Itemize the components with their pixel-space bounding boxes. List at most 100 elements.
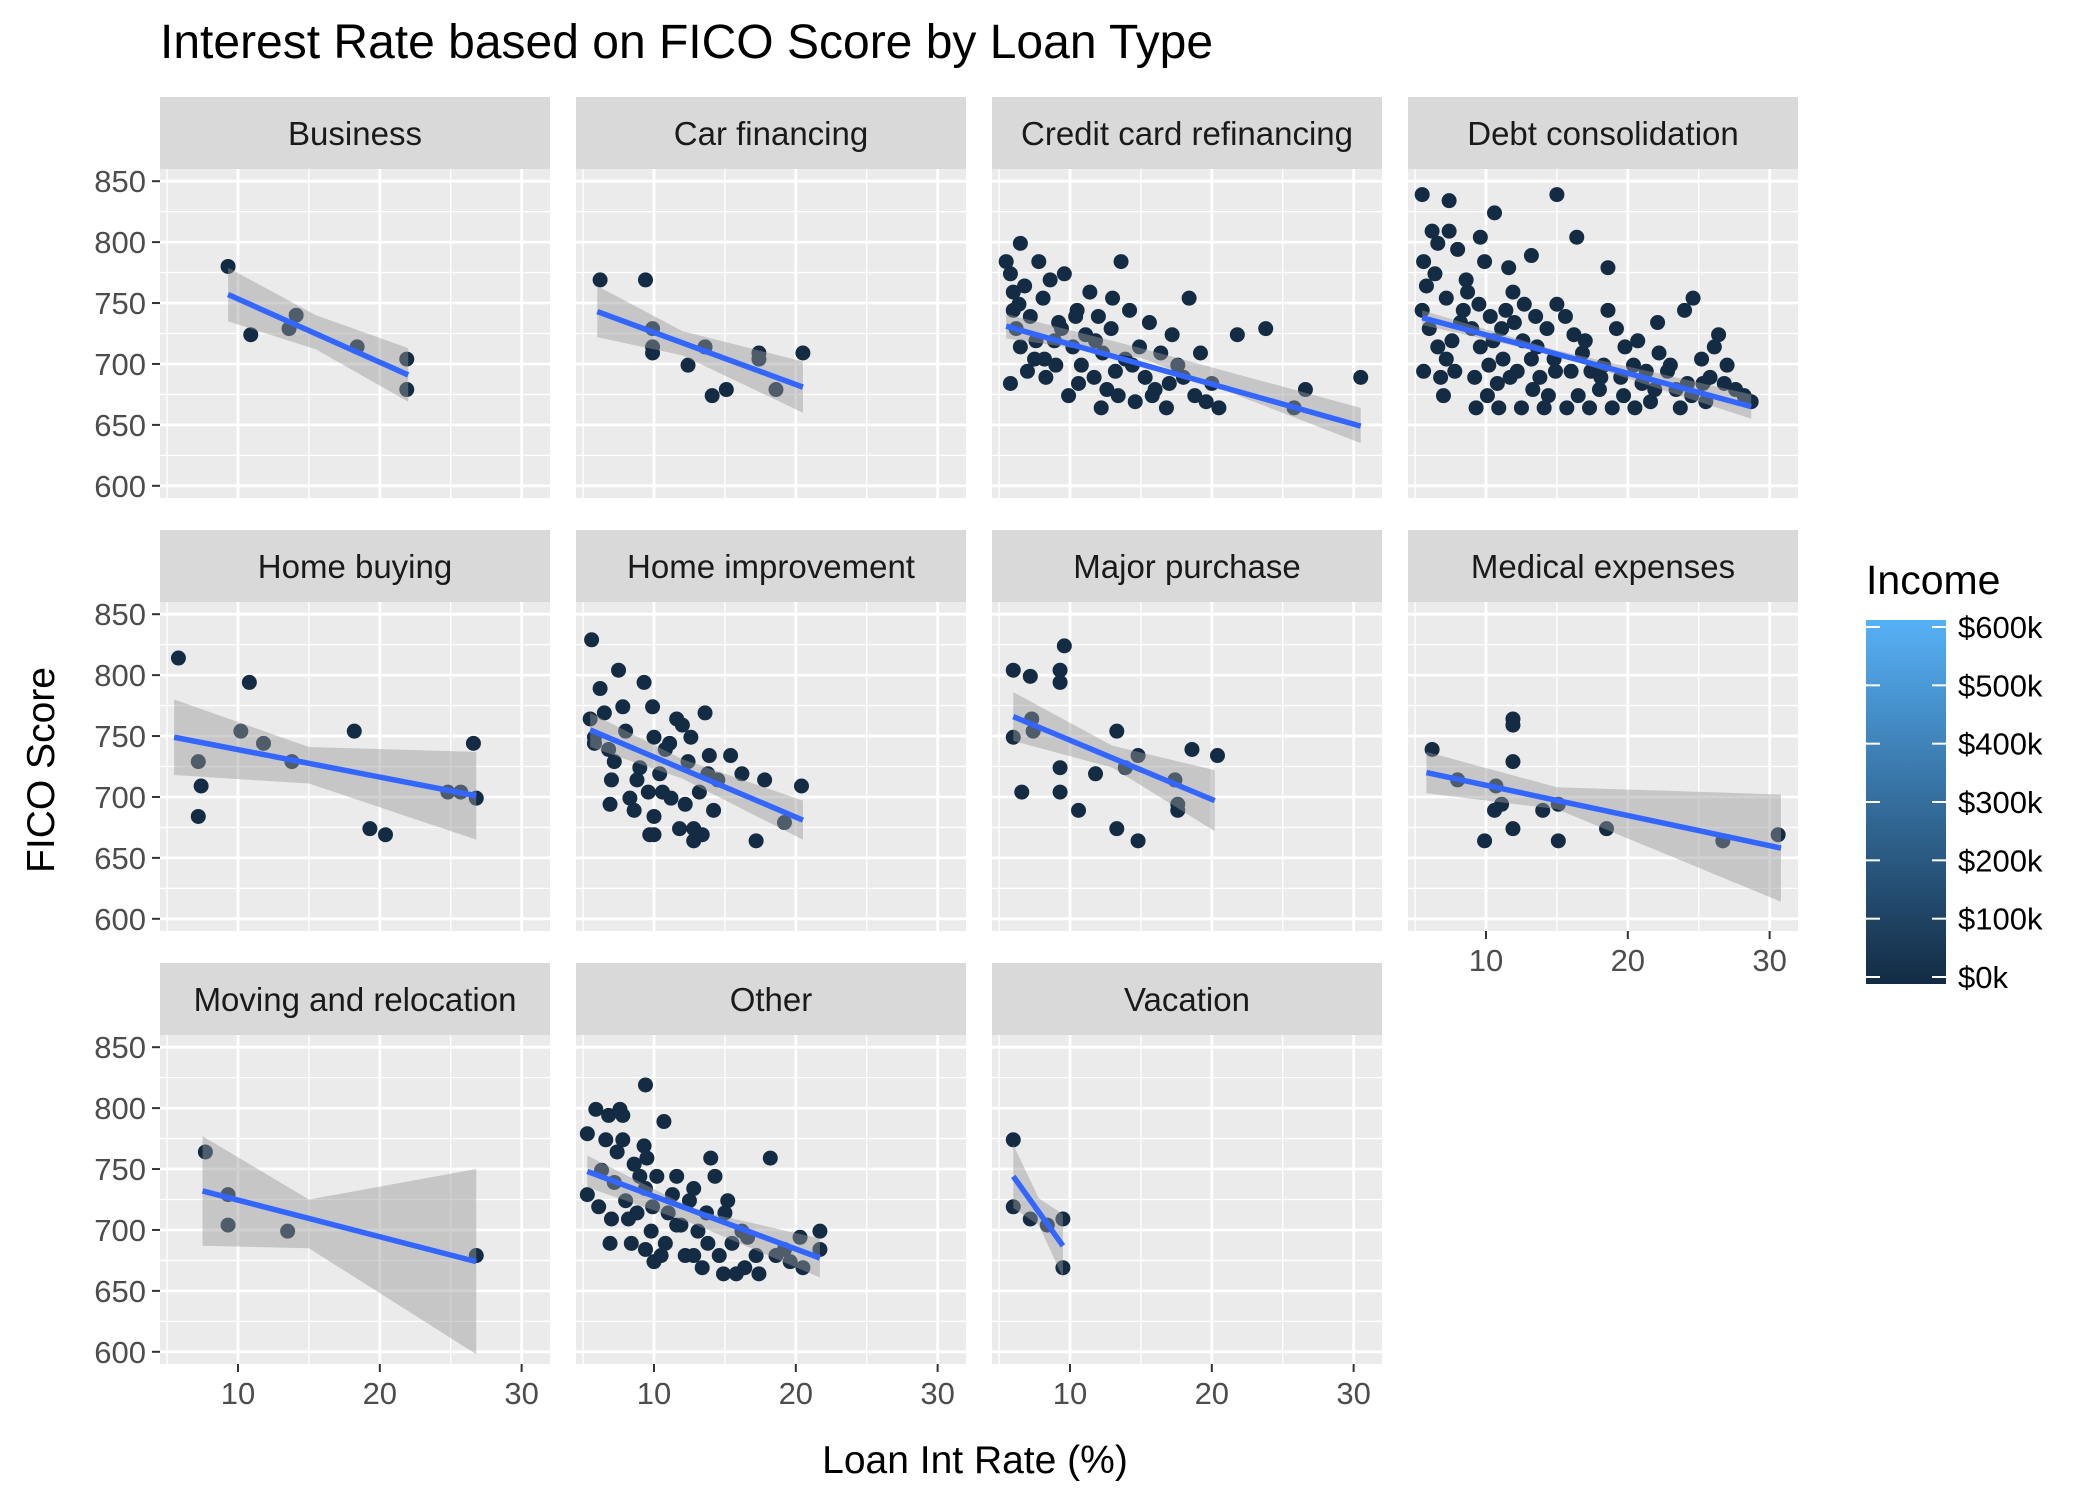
data-point [1441, 223, 1457, 239]
data-point [1550, 833, 1566, 849]
data-point [1625, 357, 1641, 373]
data-point [1523, 351, 1539, 367]
data-point [718, 382, 734, 398]
data-point [636, 1138, 652, 1154]
data-point [362, 821, 378, 837]
data-point [1086, 369, 1102, 385]
y-tick-label: 700 [94, 780, 146, 815]
data-point [1491, 400, 1507, 416]
data-point [288, 307, 304, 323]
data-point [1068, 308, 1084, 324]
data-point [399, 351, 415, 367]
data-point [170, 650, 186, 666]
data-point [606, 754, 622, 770]
data-point [1427, 266, 1443, 282]
data-point [193, 778, 209, 794]
data-point [762, 1150, 778, 1166]
data-point [1414, 302, 1430, 318]
data-point [1532, 369, 1548, 385]
data-point [1038, 369, 1054, 385]
data-point [1608, 321, 1624, 337]
data-point [686, 1181, 702, 1197]
data-point [792, 1229, 808, 1245]
data-point [1582, 400, 1598, 416]
data-point [1258, 321, 1274, 337]
data-point [669, 1217, 685, 1233]
x-tick-label: 10 [221, 1376, 255, 1411]
data-point [256, 735, 272, 751]
data-point [681, 1193, 697, 1209]
data-point [1600, 260, 1616, 276]
data-point [645, 1199, 661, 1215]
data-point [1695, 375, 1711, 391]
facet-strip-label: Moving and relocation [194, 981, 517, 1018]
data-point [646, 729, 662, 745]
facet-strip-label: Home improvement [627, 548, 915, 585]
fit-line [201, 1188, 477, 1265]
fit-line [226, 291, 410, 378]
data-point [1481, 357, 1497, 373]
data-point [1012, 235, 1028, 251]
data-point [1099, 382, 1115, 398]
facet-major-purchase: Major purchase [992, 530, 1382, 931]
legend-label: $400k [1958, 727, 2043, 762]
x-tick-label: 20 [779, 1376, 813, 1411]
data-point [596, 705, 612, 721]
data-point [646, 808, 662, 824]
data-point [664, 1187, 680, 1203]
data-point [632, 760, 648, 776]
y-tick-label: 700 [94, 1213, 146, 1248]
data-point [812, 1241, 828, 1257]
income-legend: Income $600k $500k $400k $300k $200k $100k $0k [1866, 557, 2043, 995]
legend-label: $0k [1958, 960, 2008, 995]
data-point [1599, 821, 1615, 837]
data-point [602, 1235, 618, 1251]
data-point [724, 1235, 740, 1251]
data-point [1052, 784, 1068, 800]
data-point [1055, 1211, 1071, 1227]
data-point [636, 674, 652, 690]
data-point [1570, 388, 1586, 404]
data-point [1494, 796, 1510, 812]
data-point [592, 681, 608, 697]
y-tick-label: 800 [94, 1091, 146, 1126]
y-tick-label: 850 [94, 164, 146, 199]
data-point [1472, 229, 1488, 245]
data-point [1184, 741, 1200, 757]
data-point [629, 772, 645, 788]
y-tick-label: 600 [94, 469, 146, 504]
data-point [1467, 369, 1483, 385]
data-point [241, 674, 257, 690]
y-tick-label: 800 [94, 225, 146, 260]
data-point [603, 1211, 619, 1227]
data-point [1600, 302, 1616, 318]
facet-panels: Business 600 650 700 750 800 850 Car financing C… [94, 97, 1798, 1411]
y-tick-label: 650 [94, 841, 146, 876]
confidence-band [1006, 314, 1361, 444]
data-point [662, 735, 678, 751]
data-point [190, 754, 206, 770]
data-point [748, 833, 764, 849]
data-point [1643, 394, 1659, 410]
data-point [220, 258, 236, 274]
facet-strip-label: Major purchase [1073, 548, 1300, 585]
data-point [1535, 802, 1551, 818]
facet-strip [1408, 97, 1798, 169]
x-tick-label: 10 [1053, 1376, 1087, 1411]
data-point [704, 388, 720, 404]
facet-strip [576, 963, 966, 1035]
data-point [1022, 1211, 1038, 1227]
data-point [703, 1150, 719, 1166]
y-tick-label: 600 [94, 902, 146, 937]
data-point [623, 1235, 639, 1251]
data-point [711, 1248, 727, 1264]
facet-strip-label: Credit card refinancing [1021, 115, 1353, 152]
facet-business: Business 600 650 700 750 800 850 [94, 97, 550, 504]
data-point [1505, 284, 1521, 300]
data-point [1509, 363, 1525, 379]
data-point [757, 772, 773, 788]
data-point [1557, 308, 1573, 324]
x-tick-label: 20 [1195, 1376, 1229, 1411]
confidence-band [174, 699, 477, 840]
data-point [657, 1235, 673, 1251]
